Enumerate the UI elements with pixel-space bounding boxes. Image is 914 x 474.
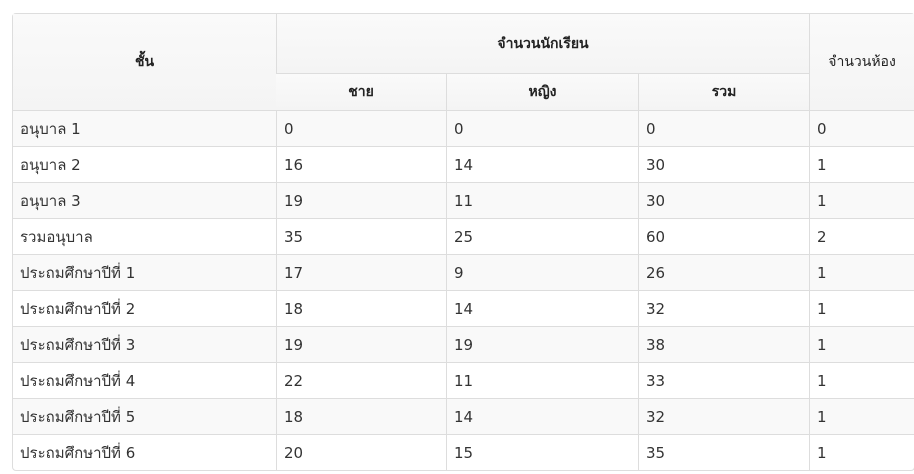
rooms-cell: 1 [809,326,914,362]
student-count-table: ชั้น จำนวนนักเรียน จำนวนห้อง ชาย หญิง รว… [12,13,914,471]
total-cell: 30 [638,182,810,218]
grade-cell: อนุบาล 1 [13,110,276,146]
header-grade: ชั้น [13,14,276,110]
rooms-cell: 2 [809,218,914,254]
total-cell: 32 [638,398,810,434]
table-row: ประถมศึกษาปีที่ 5 18 14 32 1 [13,398,914,434]
female-cell: 14 [446,290,638,326]
header-students: จำนวนนักเรียน [276,14,810,73]
grade-cell: ประถมศึกษาปีที่ 3 [13,326,276,362]
rooms-cell: 1 [809,146,914,182]
total-cell: 38 [638,326,810,362]
female-cell: 19 [446,326,638,362]
grade-cell: ประถมศึกษาปีที่ 4 [13,362,276,398]
total-cell: 60 [638,218,810,254]
table-row: ประถมศึกษาปีที่ 3 19 19 38 1 [13,326,914,362]
rooms-cell: 1 [809,362,914,398]
grade-cell: ประถมศึกษาปีที่ 1 [13,254,276,290]
total-cell: 35 [638,434,810,470]
female-cell: 11 [446,362,638,398]
total-cell: 26 [638,254,810,290]
table-row: ประถมศึกษาปีที่ 1 17 9 26 1 [13,254,914,290]
rooms-cell: 1 [809,182,914,218]
grade-cell: ประถมศึกษาปีที่ 6 [13,434,276,470]
male-cell: 35 [276,218,446,254]
table-row: ประถมศึกษาปีที่ 4 22 11 33 1 [13,362,914,398]
female-cell: 15 [446,434,638,470]
grade-cell: รวมอนุบาล [13,218,276,254]
rooms-cell: 1 [809,434,914,470]
male-cell: 0 [276,110,446,146]
header-female: หญิง [446,73,638,110]
male-cell: 19 [276,182,446,218]
grade-cell: ประถมศึกษาปีที่ 5 [13,398,276,434]
header-rooms: จำนวนห้อง [809,14,914,110]
female-cell: 11 [446,182,638,218]
table-row: อนุบาล 3 19 11 30 1 [13,182,914,218]
rooms-cell: 0 [809,110,914,146]
grade-cell: อนุบาล 2 [13,146,276,182]
rooms-cell: 1 [809,398,914,434]
male-cell: 18 [276,398,446,434]
female-cell: 9 [446,254,638,290]
total-cell: 30 [638,146,810,182]
grade-cell: อนุบาล 3 [13,182,276,218]
male-cell: 17 [276,254,446,290]
total-cell: 33 [638,362,810,398]
total-cell: 32 [638,290,810,326]
male-cell: 16 [276,146,446,182]
total-cell: 0 [638,110,810,146]
header-male: ชาย [276,73,446,110]
female-cell: 25 [446,218,638,254]
rooms-cell: 1 [809,290,914,326]
header-total: รวม [638,73,810,110]
male-cell: 18 [276,290,446,326]
female-cell: 14 [446,398,638,434]
table-row: ประถมศึกษาปีที่ 2 18 14 32 1 [13,290,914,326]
table-row: ประถมศึกษาปีที่ 6 20 15 35 1 [13,434,914,470]
table-row: อนุบาล 2 16 14 30 1 [13,146,914,182]
female-cell: 14 [446,146,638,182]
rooms-cell: 1 [809,254,914,290]
male-cell: 19 [276,326,446,362]
male-cell: 22 [276,362,446,398]
female-cell: 0 [446,110,638,146]
table-row: รวมอนุบาล 35 25 60 2 [13,218,914,254]
male-cell: 20 [276,434,446,470]
grade-cell: ประถมศึกษาปีที่ 2 [13,290,276,326]
